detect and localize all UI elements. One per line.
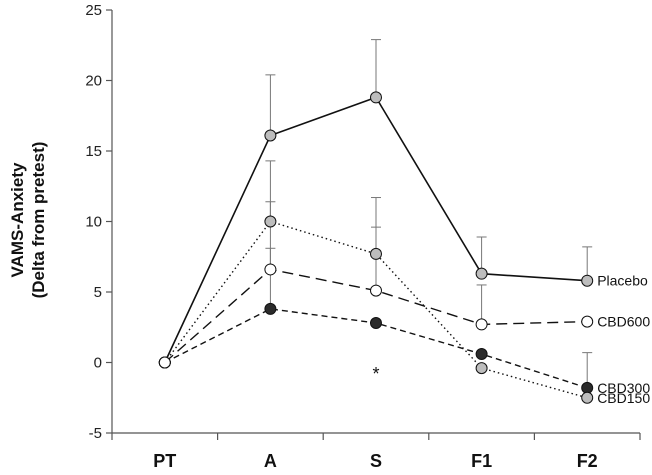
cbd150-line (164, 220, 588, 399)
x-tick-label: F1 (471, 451, 492, 471)
placebo-point (264, 129, 277, 142)
cbd600-point (581, 315, 594, 328)
placebo-point (370, 91, 382, 104)
cbd150-point (158, 356, 171, 369)
cbd300-point (370, 317, 382, 330)
y-tick-label: -5 (89, 425, 102, 442)
cbd150-point (581, 391, 594, 404)
annotations: * (372, 364, 379, 384)
cbd300-point (264, 302, 277, 315)
y-axis-title: VAMS-Anxiety (Delta from pretest) (8, 142, 48, 299)
y-ticks: -5 0 5 10 15 20 25 (85, 2, 112, 442)
y-axis-title-line2: (Delta from pretest) (29, 142, 48, 299)
cbd150-point (475, 362, 488, 375)
x-tick-label: F2 (577, 451, 598, 471)
y-tick-label: 10 (85, 214, 102, 231)
y-tick-label: 25 (85, 2, 102, 19)
y-tick-label: 15 (85, 143, 102, 160)
x-tick-label: S (370, 451, 382, 471)
cbd600-point (264, 263, 277, 276)
cbd300-point (475, 348, 488, 361)
y-tick-label: 5 (94, 284, 102, 301)
error-bars (265, 39, 593, 388)
x-tick-label: A (264, 451, 277, 471)
placebo-point (475, 267, 488, 280)
cbd600-point (475, 318, 488, 331)
y-tick-label: 20 (85, 73, 102, 90)
placebo-legend-label: Placebo (597, 273, 648, 289)
y-axis-title-line1: VAMS-Anxiety (8, 162, 27, 277)
cbd600-point (370, 284, 382, 297)
cbd600-legend-label: CBD600 (597, 314, 650, 330)
series-markers (158, 91, 594, 404)
cbd150-point (370, 247, 382, 260)
placebo-point (581, 274, 594, 287)
x-tick-label: PT (153, 451, 176, 471)
y-tick-label: 0 (94, 355, 102, 372)
cbd300-point (581, 381, 594, 394)
x-ticks: PT A S F1 F2 (111, 433, 641, 471)
cbd150-point (264, 215, 277, 228)
cbd300-legend-label: CBD300 (597, 380, 650, 396)
significance-marker: * (372, 364, 379, 384)
cbd150-legend-label: CBD150 (597, 390, 650, 406)
